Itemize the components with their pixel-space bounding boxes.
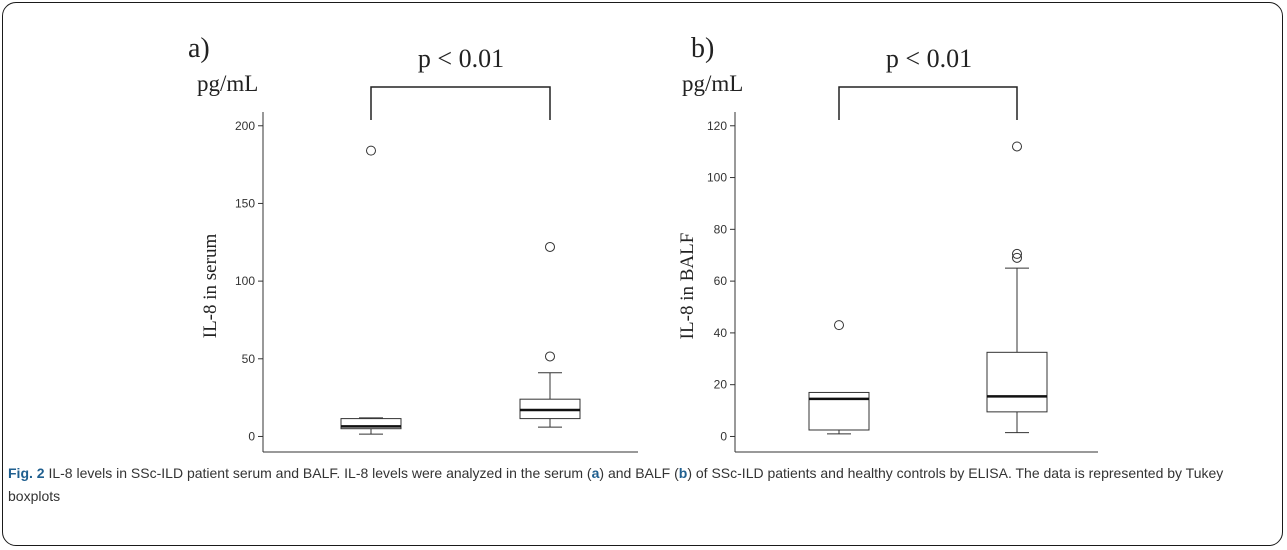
- panel-b-box-ssc-outlier: [1012, 141, 1022, 152]
- caption-text-1: IL-8 levels in SSc-ILD patient serum and…: [44, 465, 592, 481]
- caption-text-3: ) of SSc-ILD patients and healthy contro…: [8, 465, 1224, 504]
- panel-b-y-tick-label: 120: [707, 119, 727, 133]
- panel-b-box-ssc-iqr-box: [986, 351, 1048, 413]
- caption-ref-b: b: [678, 465, 688, 481]
- panel-b-unit: pg/mL: [682, 71, 743, 96]
- panel-b-y-tick-label: 100: [707, 171, 727, 185]
- panel-a-unit: pg/mL: [197, 71, 258, 96]
- caption-ref-a: a: [591, 465, 600, 481]
- panel-a-y-tick-label: 100: [235, 274, 255, 288]
- caption-text-2: ) and BALF (: [599, 465, 679, 481]
- panel-b-label: b): [691, 33, 714, 64]
- panel-b-y-tick-label: 60: [714, 274, 728, 288]
- panel-b-y-tick-label: 20: [714, 378, 728, 392]
- panel-a-significance-bracket: [370, 86, 551, 120]
- panel-a-y-tick-label: 150: [235, 196, 255, 210]
- panel-b-y-axis-label: IL-8 in BALF: [677, 233, 698, 340]
- panel-b-box-ssc-outlier: [1012, 248, 1022, 259]
- panel-a-p-value: p < 0.01: [418, 44, 504, 73]
- panel-a-box-ssc-outlier: [545, 351, 555, 362]
- panel-a-y-tick-label: 0: [248, 429, 255, 443]
- panel-b-y-tick-label: 80: [714, 222, 728, 236]
- panel-a-label: a): [188, 33, 210, 64]
- panel-b-y-tick-label: 0: [720, 429, 727, 443]
- panel-a-box-ssc-outlier: [545, 241, 555, 252]
- panel-a-y-tick-label: 200: [235, 119, 255, 133]
- panel-a-y-tick-label: 50: [242, 352, 256, 366]
- panel-a-y-axis-label: IL-8 in serum: [200, 234, 221, 339]
- panel-b-y-tick-label: 40: [714, 326, 728, 340]
- panel-a-box-control-outlier: [366, 145, 376, 156]
- figure-label: Fig. 2: [8, 465, 45, 481]
- panel-b-significance-bracket: [838, 86, 1018, 120]
- panel-b-p-value: p < 0.01: [886, 44, 972, 73]
- panel-b-box-ssc-outlier: [1012, 252, 1022, 263]
- panel-a-box-control-iqr-box: [340, 418, 402, 430]
- panel-b-box-control-outlier: [834, 320, 844, 331]
- figure-caption: Fig. 2 IL-8 levels in SSc-ILD patient se…: [8, 462, 1276, 508]
